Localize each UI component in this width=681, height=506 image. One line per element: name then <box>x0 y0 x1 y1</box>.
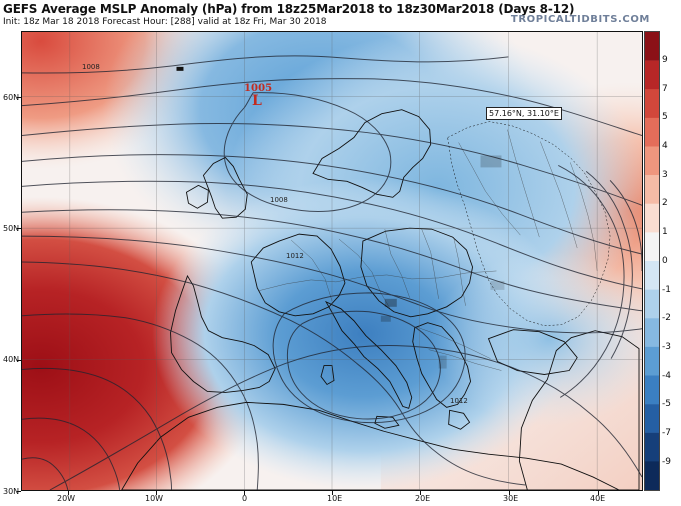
colorbar-segment <box>645 432 659 462</box>
header: GEFS Average MSLP Anomaly (hPa) from 18z… <box>0 0 681 31</box>
lon-tick-40e <box>598 491 599 495</box>
colorbar-segment <box>645 175 659 204</box>
colorbar-label-neg5: -5 <box>662 399 671 409</box>
colorbar <box>644 31 660 491</box>
chart-title: GEFS Average MSLP Anomaly (hPa) from 18z… <box>3 2 575 16</box>
lon-tick-0 <box>244 491 245 495</box>
lon-label-30e: 30E <box>503 494 519 503</box>
map-panel[interactable] <box>21 31 643 491</box>
lat-label-50n: 50N <box>3 224 20 233</box>
colorbar-label-4: 4 <box>662 141 668 151</box>
coast-sardinia <box>320 365 335 386</box>
coast-ireland <box>185 184 209 209</box>
colorbar-segment <box>645 117 659 147</box>
coast-central-europe <box>360 227 474 318</box>
colorbar-segment <box>645 289 659 319</box>
coast-scandinavia <box>312 109 432 198</box>
colorbar-segment <box>645 32 659 61</box>
lon-label-40e: 40E <box>590 494 606 503</box>
coast-crete <box>448 409 471 430</box>
lat-tick-50n <box>17 228 21 229</box>
colorbar-segments <box>645 32 659 490</box>
colorbar-label-neg9: -9 <box>662 457 671 467</box>
brand-label[interactable]: TROPICALTIDBITS.COM <box>510 14 650 25</box>
lat-tick-30n <box>17 491 21 492</box>
colorbar-label-neg1: -1 <box>662 285 671 295</box>
colorbar-label-1: 1 <box>662 227 668 237</box>
colorbar-label-9: 9 <box>662 55 668 65</box>
lon-tick-20w <box>68 491 69 495</box>
lon-tick-10w <box>156 491 157 495</box>
lon-label-20w: 20W <box>57 494 76 503</box>
colorbar-segment <box>645 461 659 490</box>
coast-britain <box>202 156 248 219</box>
colorbar-segment <box>645 203 659 233</box>
coast-france <box>250 233 346 317</box>
colorbar-segment <box>645 60 659 90</box>
colorbar-label-2: 2 <box>662 198 668 208</box>
coast-italy <box>324 300 413 409</box>
lon-tick-10e <box>332 491 333 495</box>
colorbar-label-5: 5 <box>662 112 668 122</box>
lat-tick-60n <box>17 97 21 98</box>
colorbar-svg <box>645 32 659 490</box>
isobars-layer <box>22 55 642 490</box>
lon-label-10w: 10W <box>145 494 164 503</box>
low-pressure-marker: L <box>252 93 262 109</box>
colorbar-label-3: 3 <box>662 170 668 180</box>
colorbar-segment <box>645 146 659 176</box>
colorbar-label-0: 0 <box>662 256 668 266</box>
colorbar-segment <box>645 318 659 348</box>
colorbar-segment <box>645 89 659 119</box>
small-land-marks <box>176 66 505 369</box>
colorbar-segment <box>645 375 659 405</box>
probe-coordinates-box[interactable]: 57.16°N, 31.10°E <box>486 107 562 120</box>
contour-label-1008-central: 1008 <box>270 196 288 204</box>
low-pressure-value: 1005 <box>244 83 273 94</box>
map-svg <box>22 32 642 490</box>
graticule <box>22 32 642 490</box>
coast-iberia <box>170 274 276 393</box>
lat-label-30n: 30N <box>3 487 20 496</box>
colorbar-label-neg3: -3 <box>662 342 671 352</box>
lat-tick-40n <box>17 360 21 361</box>
lon-label-20e: 20E <box>415 494 431 503</box>
colorbar-segment <box>645 232 659 262</box>
colorbar-label-neg2: -2 <box>662 313 671 323</box>
coast-north-africa <box>121 401 620 490</box>
colorbar-segment <box>645 261 659 290</box>
lon-tick-30e <box>509 491 510 495</box>
colorbar-label-7: 7 <box>662 84 668 94</box>
lon-label-0: 0 <box>242 494 248 503</box>
lon-label-10e: 10E <box>327 494 343 503</box>
colorbar-label-neg4: -4 <box>662 371 671 381</box>
init-line: Init: 18z Mar 18 2018 Forecast Hour: [28… <box>3 17 327 27</box>
contour-label-1012-west: 1012 <box>286 252 304 260</box>
eastern-border-outline <box>447 121 611 326</box>
colorbar-segment <box>645 346 659 376</box>
lon-tick-20e <box>420 491 421 495</box>
coast-balkans <box>412 322 472 408</box>
lat-label-40n: 40N <box>3 355 20 364</box>
lat-label-60n: 60N <box>3 93 20 102</box>
colorbar-label-neg7: -7 <box>662 428 671 438</box>
coast-turkey-middle-east <box>518 330 640 490</box>
colorbar-segment <box>645 404 659 433</box>
contour-label-1008-north: 1008 <box>82 63 100 71</box>
contour-label-1012-southeast: 1012 <box>450 397 468 405</box>
